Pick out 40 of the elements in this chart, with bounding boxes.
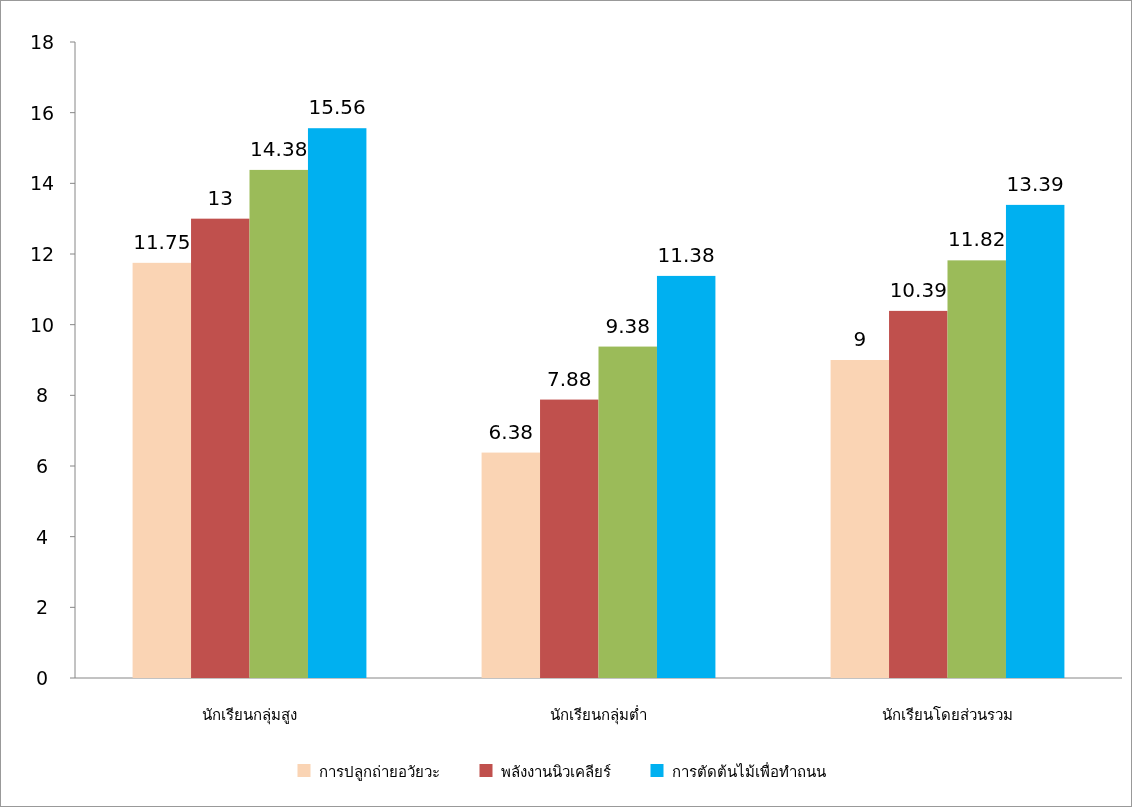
y-tick-label: 10 [29, 313, 55, 336]
y-tick-label: 12 [29, 243, 55, 265]
y-tick-label: 8 [35, 384, 49, 407]
bar [947, 260, 1006, 678]
y-tick-label: 18 [29, 31, 55, 53]
bar [132, 262, 192, 678]
bar [1005, 204, 1065, 678]
data-label: 10.39 [889, 277, 947, 302]
data-label: 13.39 [1006, 171, 1064, 196]
data-label: 15.56 [308, 95, 366, 120]
data-label: 11.38 [657, 242, 715, 267]
bar [656, 275, 716, 678]
bar [481, 452, 541, 678]
data-label: 11.75 [133, 229, 191, 254]
legend-label: พลังงานนิวเคลียร์ [500, 763, 611, 781]
bar [830, 360, 890, 678]
bar [307, 128, 367, 678]
data-label: 9.38 [605, 313, 650, 338]
data-label: 9 [853, 327, 867, 351]
y-tick-label: 0 [35, 667, 49, 689]
y-tick-label: 2 [35, 596, 49, 619]
data-label: 6.38 [488, 419, 534, 444]
x-tick-label: นักเรียนโดยส่วนรวม [882, 706, 1013, 724]
bar [598, 346, 657, 678]
y-tick-label: 4 [35, 525, 49, 548]
bar [540, 399, 599, 678]
bar [249, 169, 308, 678]
bar [889, 310, 948, 678]
y-tick-label: 16 [29, 101, 55, 124]
data-label: 7.88 [547, 366, 592, 391]
legend-label: การตัดต้นไม้เพื่อทำถนน [671, 761, 826, 781]
x-tick-label: นักเรียนกลุ่มต่ำ [550, 704, 647, 725]
bar [191, 218, 250, 678]
x-tick-label: นักเรียนกลุ่มสูง [202, 706, 297, 725]
y-tick-label: 14 [29, 172, 55, 195]
data-label: 14.38 [250, 136, 308, 161]
y-tick-label: 6 [35, 455, 49, 477]
legend-label: การปลูกถ่ายอวัยวะ [318, 763, 440, 781]
data-label: 11.82 [948, 227, 1006, 252]
data-label: 13 [207, 185, 233, 210]
